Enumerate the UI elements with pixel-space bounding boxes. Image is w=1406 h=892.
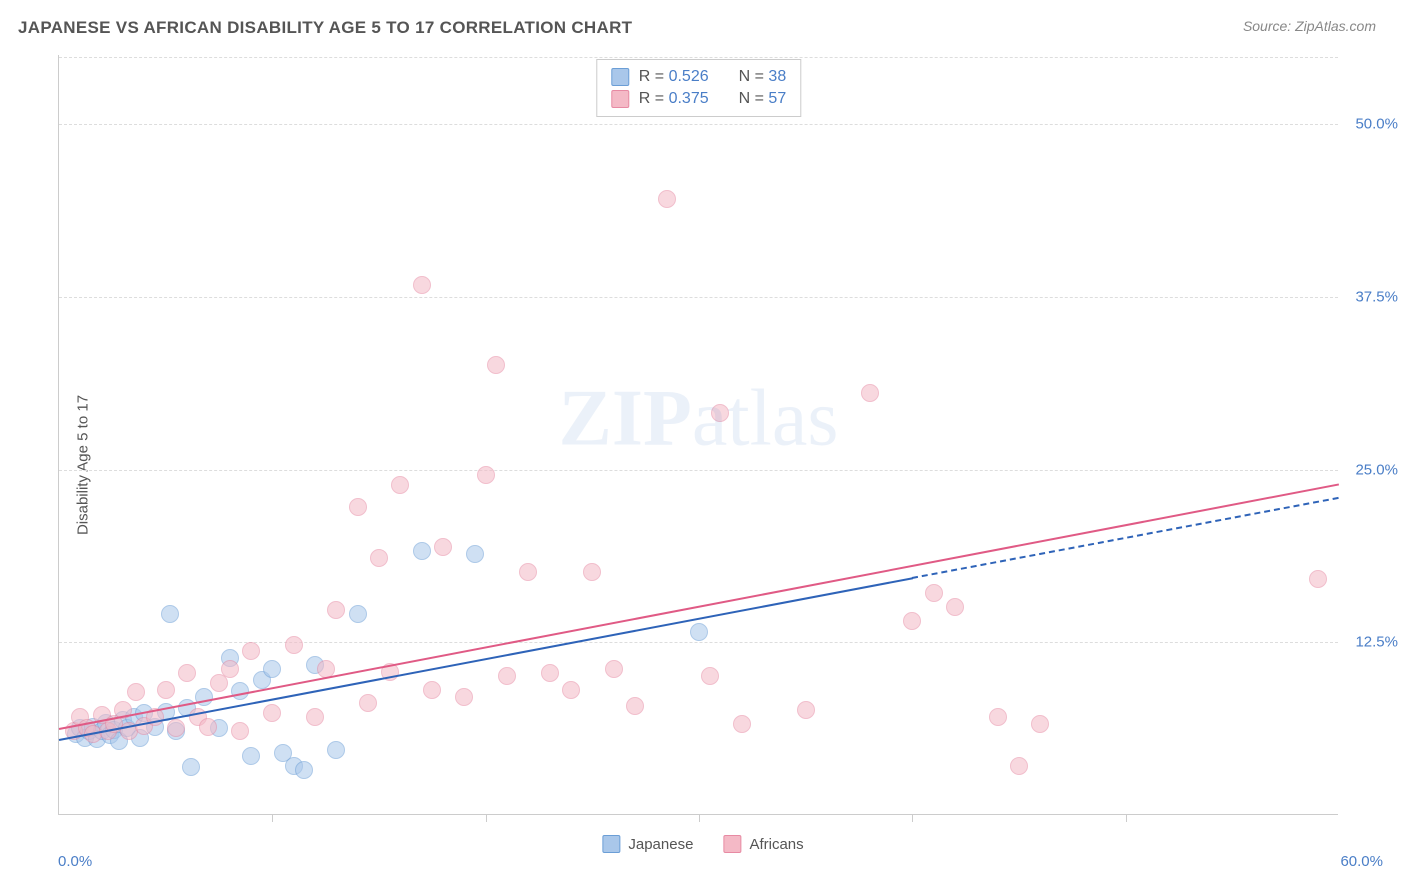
scatter-point (263, 660, 281, 678)
scatter-point (466, 545, 484, 563)
gridline (59, 57, 1338, 58)
scatter-point (423, 681, 441, 699)
legend-item: Africans (723, 835, 803, 853)
n-label: N = 38 (739, 68, 787, 86)
gridline (59, 124, 1338, 125)
n-label: N = 57 (739, 90, 787, 108)
x-tick-mark (1126, 814, 1127, 822)
scatter-point (391, 476, 409, 494)
x-axis-min-label: 0.0% (58, 853, 92, 870)
x-tick-mark (272, 814, 273, 822)
x-axis-max-label: 60.0% (1340, 853, 1383, 870)
scatter-point (327, 741, 345, 759)
scatter-point (583, 563, 601, 581)
correlation-legend-row: R = 0.375 N = 57 (611, 88, 786, 110)
legend-label: Africans (749, 836, 803, 853)
scatter-point (626, 697, 644, 715)
trend-line-extrapolated (912, 497, 1339, 579)
correlation-legend-row: R = 0.526 N = 38 (611, 66, 786, 88)
scatter-point (519, 563, 537, 581)
x-tick-mark (486, 814, 487, 822)
scatter-point (487, 356, 505, 374)
correlation-legend: R = 0.526 N = 38 R = 0.375 N = 57 (596, 59, 801, 117)
scatter-point (178, 664, 196, 682)
scatter-point (946, 598, 964, 616)
legend-swatch (611, 68, 629, 86)
scatter-point (242, 642, 260, 660)
y-tick-label: 12.5% (1355, 634, 1398, 651)
scatter-point (306, 708, 324, 726)
scatter-point (199, 718, 217, 736)
chart-title: JAPANESE VS AFRICAN DISABILITY AGE 5 TO … (18, 18, 632, 38)
y-tick-label: 50.0% (1355, 116, 1398, 133)
scatter-point (295, 761, 313, 779)
y-tick-label: 25.0% (1355, 461, 1398, 478)
y-tick-label: 37.5% (1355, 288, 1398, 305)
scatter-point (161, 605, 179, 623)
chart-container: Disability Age 5 to 17 ZIPatlas R = 0.52… (18, 55, 1388, 875)
scatter-point (434, 538, 452, 556)
scatter-point (498, 667, 516, 685)
scatter-point (349, 605, 367, 623)
trend-line (59, 577, 913, 741)
x-tick-mark (912, 814, 913, 822)
plot-area: ZIPatlas R = 0.526N = 38R = 0.375N = 57 … (58, 55, 1338, 815)
scatter-point (1309, 570, 1327, 588)
scatter-point (562, 681, 580, 699)
scatter-point (242, 747, 260, 765)
r-label: R = 0.375 (639, 90, 709, 108)
scatter-point (797, 701, 815, 719)
scatter-point (231, 722, 249, 740)
scatter-point (359, 694, 377, 712)
scatter-point (989, 708, 1007, 726)
scatter-point (167, 719, 185, 737)
scatter-point (711, 404, 729, 422)
scatter-point (925, 584, 943, 602)
r-label: R = 0.526 (639, 68, 709, 86)
scatter-point (413, 276, 431, 294)
source-attribution: Source: ZipAtlas.com (1243, 18, 1376, 34)
scatter-point (658, 190, 676, 208)
scatter-point (605, 660, 623, 678)
gridline (59, 470, 1338, 471)
scatter-point (413, 542, 431, 560)
scatter-point (861, 384, 879, 402)
watermark: ZIPatlas (559, 374, 839, 465)
scatter-point (127, 683, 145, 701)
legend-swatch (602, 835, 620, 853)
scatter-point (1010, 757, 1028, 775)
scatter-point (263, 704, 281, 722)
scatter-point (182, 758, 200, 776)
scatter-point (701, 667, 719, 685)
scatter-point (1031, 715, 1049, 733)
trend-line (59, 483, 1339, 730)
legend-label: Japanese (628, 836, 693, 853)
scatter-point (285, 636, 303, 654)
scatter-point (541, 664, 559, 682)
legend-swatch (723, 835, 741, 853)
scatter-point (477, 466, 495, 484)
series-legend: Japanese Africans (602, 835, 803, 853)
scatter-point (455, 688, 473, 706)
scatter-point (690, 623, 708, 641)
legend-swatch (611, 90, 629, 108)
x-tick-mark (699, 814, 700, 822)
scatter-point (903, 612, 921, 630)
scatter-point (370, 549, 388, 567)
scatter-point (327, 601, 345, 619)
scatter-point (349, 498, 367, 516)
scatter-point (733, 715, 751, 733)
gridline (59, 297, 1338, 298)
scatter-point (221, 660, 239, 678)
scatter-point (157, 681, 175, 699)
legend-item: Japanese (602, 835, 693, 853)
